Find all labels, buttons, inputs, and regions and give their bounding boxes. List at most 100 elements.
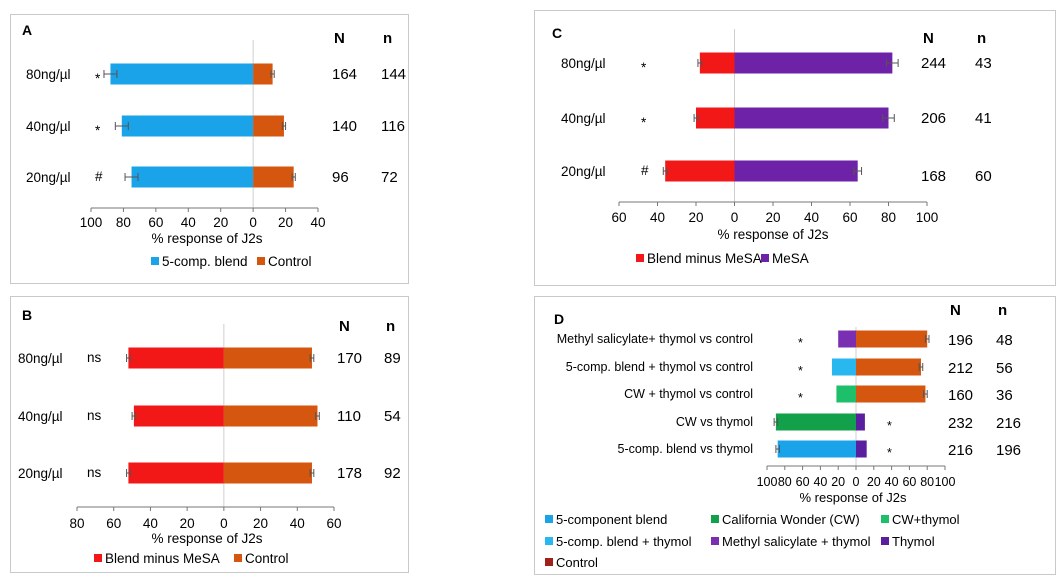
n-total-header: N [950,302,961,319]
n-total-value: 178 [337,465,362,482]
x-tick-label: 40 [143,516,158,531]
n-responding-value: 89 [384,350,401,367]
n-total-value: 110 [337,408,361,425]
x-tick-label: 100 [935,475,956,489]
x-tick-label: 100 [757,475,778,489]
bar-control [856,330,928,348]
significance-marker: * [798,391,803,405]
x-axis-label: % response of J2s [800,490,907,505]
panel-letter: B [22,307,32,323]
n-total-value: 206 [921,110,946,127]
legend-swatch [881,515,889,523]
legend-label: 5-comp. blend [162,254,248,269]
category-label: 20ng/µl [18,466,63,481]
bar-mesa [734,52,893,74]
category-label: CW + thymol vs control [624,387,753,401]
x-tick-label: 60 [842,210,857,225]
n-total-value: 160 [948,387,973,404]
n-total-value: 96 [332,169,349,186]
category-label: 80ng/µl [561,56,606,71]
significance-marker: ns [87,465,102,480]
bar-blend [777,440,856,458]
x-axis-label: % response of J2s [151,231,262,246]
n-responding-value: 60 [975,168,992,185]
x-tick-label: 60 [611,210,626,225]
legend-swatch [94,554,102,562]
panel-letter: A [22,22,32,38]
significance-marker: * [95,123,101,138]
x-tick-label: 40 [290,516,305,531]
legend-swatch [545,537,553,545]
legend-label: Blend minus MeSA [647,251,762,266]
category-label: 40ng/µl [18,409,63,424]
bar-blend_thymol [831,358,856,376]
significance-marker: ns [87,408,102,423]
significance-marker: * [887,419,892,433]
bar-control [223,405,318,427]
n-responding-value: 48 [996,332,1013,349]
bar-blend_minus_mesa [128,462,224,484]
x-tick-label: 0 [853,475,860,489]
x-axis-label: % response of J2s [717,227,828,242]
legend-label: Control [268,254,312,269]
n-total-value: 232 [948,415,973,432]
legend-label: Control [556,555,598,570]
significance-marker: * [641,60,647,75]
legend-swatch [761,254,769,262]
n-total-value: 164 [332,66,357,83]
x-tick-label: 0 [220,516,228,531]
bar-control [223,462,312,484]
legend-swatch [234,554,242,562]
bar-blend_minus_mesa [128,347,224,369]
x-axis-label: % response of J2s [151,531,262,546]
bar-blend_minus_mesa [696,107,735,129]
n-total-header: N [339,318,350,335]
x-tick-label: 20 [278,215,293,230]
legend-swatch [545,515,553,523]
bar-blend_minus_mesa [699,52,735,74]
bar-mesa_thymol [838,330,856,348]
bar-blend [131,166,254,188]
n-responding-value: 54 [384,408,401,425]
n-responding-value: 72 [381,169,398,186]
bar-blend [110,63,254,85]
x-tick-label: 80 [69,516,84,531]
bar-blend [121,115,254,137]
x-tick-label: 20 [765,210,780,225]
bar-control [223,347,312,369]
legend-label: Blend minus MeSA [105,551,220,566]
bar-control [253,63,273,85]
panel-letter: D [554,311,564,327]
n-total-header: N [923,30,934,47]
x-tick-label: 20 [867,475,881,489]
bar-blend_minus_mesa [665,160,735,182]
legend-swatch [636,254,644,262]
n-total-value: 140 [332,118,357,135]
legend-label: MeSA [772,251,809,266]
bar-thymol [856,440,867,458]
legend-swatch [257,257,265,265]
bar-cw [775,413,856,431]
legend-label: Thymol [892,534,935,549]
n-responding-value: 41 [975,110,992,127]
x-tick-label: 80 [778,475,792,489]
bar-blend_minus_mesa [133,405,224,427]
x-tick-label: 60 [326,516,341,531]
x-tick-label: 40 [650,210,665,225]
x-tick-label: 0 [249,215,257,230]
chart-b: B N n 80ng/µl ns 170 89 40ng/µl ns 110 54 20ng/µl ns… [18,307,401,566]
x-tick-label: 20 [688,210,703,225]
n-total-value: 216 [948,442,973,459]
significance-marker: * [798,364,803,378]
legend-swatch [545,558,553,566]
category-label: 40ng/µl [561,111,606,126]
category-label: 5-comp. blend vs thymol [618,442,753,456]
x-tick-label: 60 [148,215,163,230]
legend-label: 5-component blend [556,512,667,527]
bar-control [856,385,926,403]
n-responding-header: n [998,302,1007,319]
